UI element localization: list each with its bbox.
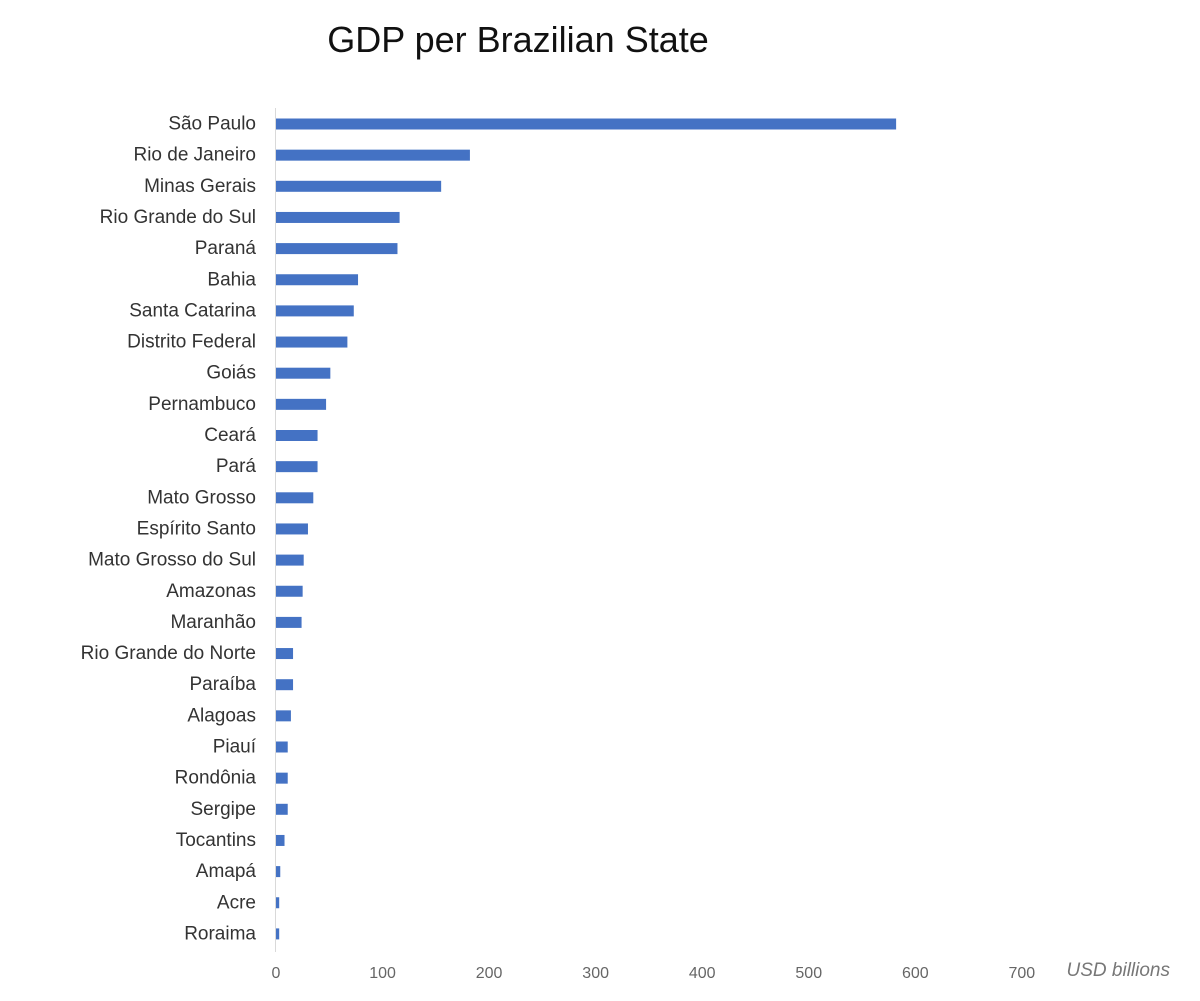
category-label: Rio Grande do Sul [100,207,256,228]
category-label: Mato Grosso [147,487,256,508]
category-label: Rio de Janeiro [133,145,256,166]
category-label: Ceará [204,425,256,446]
x-tick-label: 200 [476,965,503,982]
category-label: Goiás [206,363,256,384]
bar [276,772,288,784]
bar [276,741,288,753]
bar [276,492,314,504]
bar [276,554,304,566]
category-label: Santa Catarina [129,300,256,321]
x-tick-label: 100 [369,965,396,982]
x-tick-label: 500 [795,965,822,982]
category-label: Acre [217,892,256,913]
bar [276,398,327,410]
category-label: Bahia [207,269,256,290]
category-label: Minas Gerais [144,176,256,197]
category-label: Espírito Santo [137,518,256,539]
category-label: Tocantins [176,830,256,851]
bar [276,180,442,192]
bar [276,648,294,660]
bar [276,523,308,535]
x-tick-label: 600 [902,965,929,982]
bar [276,243,398,255]
category-label: São Paulo [168,114,256,135]
bar [276,616,302,628]
category-label: Paraná [195,238,257,259]
bar [276,211,400,223]
x-tick-label: 300 [582,965,609,982]
category-label: Amazonas [166,581,256,602]
x-tick-labels-group: 0 100 200 300 400 500 600 700 [272,965,1036,982]
bar [276,710,291,722]
category-label: Roraima [184,923,256,944]
chart-title: GDP per Brazilian State [327,19,709,60]
category-labels-group: São Paulo Rio de Janeiro Minas Gerais Rio G… [81,114,257,945]
bar [276,679,294,691]
category-label: Pernambuco [148,394,256,415]
bar [276,336,348,348]
bar [276,274,359,286]
category-label: Maranhão [170,612,256,633]
bar [276,585,303,597]
category-label: Pará [216,456,257,477]
bar [276,430,318,441]
category-label: Sergipe [191,799,257,820]
x-axis-title: USD billions [1067,960,1171,981]
x-tick-label: 700 [1008,965,1035,982]
category-label: Distrito Federal [127,332,256,353]
category-label: Alagoas [187,705,256,726]
bar [276,928,280,940]
bar [276,866,281,878]
x-tick-label: 0 [272,965,281,982]
bar [276,367,331,379]
bar [276,118,897,130]
x-tick-label: 400 [689,965,716,982]
category-label: Mato Grosso do Sul [88,550,256,571]
category-label: Amapá [196,861,257,882]
category-label: Piauí [213,737,257,758]
category-label: Rondônia [175,768,257,789]
bar [276,149,470,161]
category-label: Paraíba [189,674,256,695]
bar [276,461,318,473]
bar [276,305,354,317]
bar [276,803,288,815]
category-label: Rio Grande do Norte [81,643,256,664]
bar [276,897,280,909]
bar [276,834,285,846]
bars-group [276,118,897,940]
